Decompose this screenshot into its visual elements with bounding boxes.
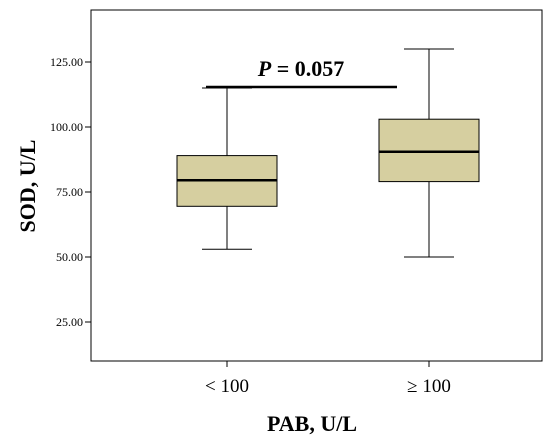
y-axis: 25.00 50.00 75.00 100.00 125.00 xyxy=(50,55,91,329)
y-tick-label: 25.00 xyxy=(56,315,83,329)
plot-frame xyxy=(90,9,543,362)
y-axis-title: SOD, U/L xyxy=(15,140,40,233)
y-tick-label: 100.00 xyxy=(50,120,83,134)
y-tick-label: 125.00 xyxy=(50,55,83,69)
x-axis-title: PAB, U/L xyxy=(267,411,357,436)
y-tick-label: 50.00 xyxy=(56,250,83,264)
box-group xyxy=(176,87,278,250)
iqr-box xyxy=(378,118,480,183)
p-value-text: = 0.057 xyxy=(271,56,344,81)
p-value-annotation: P = 0.057 xyxy=(257,56,345,81)
box-group xyxy=(378,48,480,258)
x-tick-label: ≥ 100 xyxy=(407,376,451,397)
y-tick-label: 75.00 xyxy=(56,185,83,199)
box-series xyxy=(176,48,480,258)
x-tick-label: < 100 xyxy=(205,376,249,397)
p-symbol: P xyxy=(257,56,272,81)
x-axis: < 100 ≥ 100 xyxy=(205,361,451,397)
